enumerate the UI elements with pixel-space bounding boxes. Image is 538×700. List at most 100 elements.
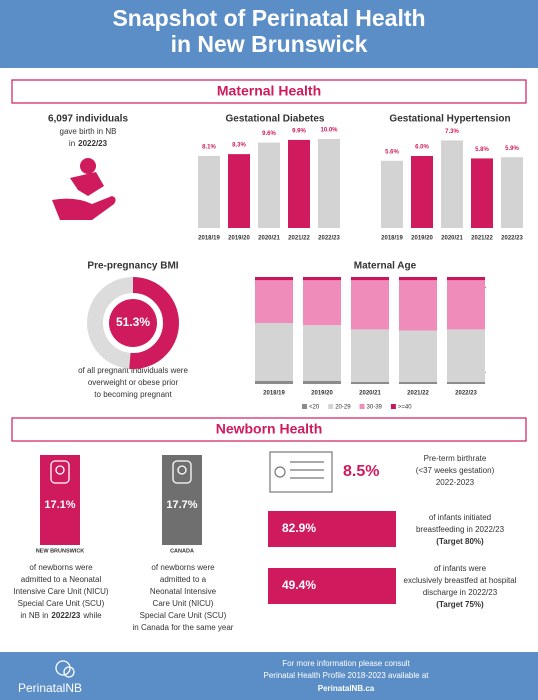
x-tick-label: 2019/20	[411, 236, 433, 242]
nicu-text: of newborns were	[29, 563, 93, 572]
section-box	[11, 417, 527, 442]
stacked-segment	[447, 277, 485, 281]
preterm-text: Pre-term birthrate	[424, 454, 487, 463]
breastfeeding-text: exclusively breastfed at hospital	[404, 576, 517, 585]
breastfeeding-text: discharge in 2022/23	[423, 588, 498, 597]
bar	[198, 155, 220, 228]
stacked-segment	[351, 280, 389, 330]
nicu-region: NEW BRUNSWICK	[36, 548, 85, 554]
stacked-segment	[399, 381, 437, 384]
x-tick-label: 2021/22	[288, 236, 310, 242]
x-tick-label: 2019/20	[311, 391, 333, 397]
chart-title: Maternal Age	[354, 261, 417, 272]
donut-center	[109, 299, 157, 347]
nicu-text: Intensive Care Unit (NICU)	[13, 587, 108, 596]
stacked-segment	[351, 381, 389, 384]
preterm-icon	[269, 451, 333, 493]
nicu-text: Neonatal Intensive	[150, 587, 217, 596]
chart-title: Pre-pregnancy BMI	[87, 261, 178, 272]
canada-card	[162, 455, 202, 545]
legend-label: 30-39	[367, 405, 383, 411]
value-label: 9.9%	[292, 128, 306, 134]
logo-icon	[55, 660, 75, 678]
x-tick-label: 2021/22	[407, 391, 429, 397]
nicu-year: 2022/23	[51, 611, 80, 620]
stacked-segment	[399, 277, 437, 281]
value-label: 5.6%	[385, 149, 399, 155]
donut-arc	[129, 277, 179, 369]
bmi-note: to becoming pregnant	[94, 390, 172, 399]
x-tick-label: 2021/22	[471, 236, 493, 242]
x-tick-label: 2020/21	[359, 391, 381, 397]
x-tick-label: 2018/19	[263, 391, 285, 397]
chart-title: Gestational Diabetes	[226, 114, 325, 125]
legend-swatch	[302, 404, 307, 409]
nicu-value: 17.1%	[44, 499, 75, 511]
footer-text: Perinatal Health Profile 2018-2023 avail…	[264, 671, 430, 680]
nicu-text: while	[82, 611, 102, 620]
x-tick-label: 2020/21	[441, 236, 463, 242]
stacked-segment	[255, 380, 293, 384]
nicu-text: Care Unit (NICU)	[153, 599, 214, 608]
nicu-text: in NB in 2022/23 while	[20, 611, 102, 620]
nicu-text: Special Care Unit (SCU)	[18, 599, 105, 608]
logo: PerinatalNB	[18, 681, 82, 695]
value-label: 8.3%	[232, 143, 246, 149]
preterm-value: 8.5%	[343, 463, 379, 480]
section-heading: Maternal Health	[217, 83, 321, 99]
nicu-text: in NB in	[20, 611, 48, 620]
preterm-text: 2022-2023	[436, 478, 475, 487]
breastfeeding-text: breastfeeding in 2022/23	[416, 525, 505, 534]
stacked-segment	[399, 330, 437, 382]
stacked-segment	[303, 277, 341, 281]
value-label: 7.3%	[445, 129, 459, 135]
bar	[228, 154, 250, 228]
stacked-segment	[303, 380, 341, 384]
bar	[288, 139, 310, 228]
x-tick-label: 2020/21	[258, 236, 280, 242]
bmi-note: overweight or obese prior	[88, 378, 179, 387]
bar	[471, 158, 493, 228]
target: (Target 80%)	[436, 537, 484, 546]
footer-band	[0, 652, 538, 700]
breastfeeding-text: of infants were	[434, 564, 487, 573]
bmi-note: of all pregnant individuals were	[78, 366, 188, 375]
births-text: gave birth in NB	[60, 127, 117, 136]
nb-card	[40, 455, 80, 545]
breastfeeding-text: of infants initiated	[429, 513, 491, 522]
value-label: 9.6%	[262, 131, 276, 137]
newborn-icons	[50, 460, 192, 484]
stacked-segment	[399, 280, 437, 331]
x-tick-label: 2019/20	[228, 236, 250, 242]
target: (Target 75%)	[436, 600, 484, 609]
value-box	[268, 568, 396, 604]
nicu-region: CANADA	[170, 548, 194, 554]
stacked-segment	[447, 280, 485, 330]
section-box	[11, 79, 527, 104]
baby-icon	[52, 158, 116, 220]
footer-link[interactable]: PerinatalNB.ca	[318, 684, 375, 693]
stacked-segment	[351, 329, 389, 382]
value-label: 5.8%	[475, 147, 489, 153]
preterm-text: (<37 weeks gestation)	[416, 466, 495, 475]
x-tick-label: 2022/23	[318, 236, 340, 242]
breastfeeding-value: 49.4%	[282, 578, 316, 592]
stacked-segment	[351, 277, 389, 281]
stacked-segment	[255, 280, 293, 324]
value-label: 5.9%	[505, 146, 519, 152]
nicu-text: in Canada for the same year	[133, 623, 234, 632]
x-tick-label: 2018/19	[198, 236, 220, 242]
footer-text: For more information please consult	[282, 659, 410, 668]
bar	[411, 156, 433, 228]
nicu-text: of newborns were	[151, 563, 215, 572]
legend-swatch	[328, 404, 334, 409]
births-text: in 2022/23	[69, 139, 108, 148]
title: in New Brunswick	[171, 31, 368, 57]
stacked-segment	[303, 325, 341, 381]
value-label: 6.0%	[415, 145, 429, 151]
legend-label: 20-29	[335, 405, 351, 411]
nicu-text: admitted to a	[160, 575, 207, 584]
legend-label: <20	[309, 405, 320, 411]
bar	[318, 139, 340, 228]
